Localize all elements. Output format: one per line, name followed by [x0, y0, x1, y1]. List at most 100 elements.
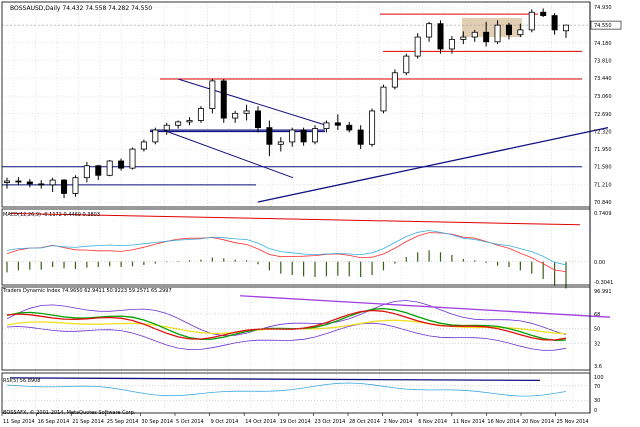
candle-body — [460, 36, 467, 40]
tdi-lower-band — [6, 322, 567, 351]
price-tick-label: 70.840 — [594, 200, 612, 206]
candle-body — [494, 24, 501, 43]
candle-body — [517, 29, 524, 36]
price-tick-label: 72.320 — [594, 129, 612, 135]
price-tick-label: 72.690 — [594, 112, 612, 118]
channel-box — [462, 17, 522, 38]
tdi-trend-line — [239, 295, 611, 318]
candle-body — [95, 165, 102, 176]
candle-body — [49, 179, 56, 186]
pane-frame — [1, 208, 591, 286]
candle-body — [483, 31, 490, 43]
price-tick-label: 74.930 — [594, 5, 612, 11]
candle-body — [528, 11, 535, 31]
candle-body — [118, 160, 125, 169]
candle-body — [369, 110, 376, 145]
candle-body — [277, 141, 284, 145]
macd-trend-line — [9, 212, 581, 226]
candle-body — [129, 148, 136, 169]
candle-body — [186, 120, 193, 123]
date-tick-label: 14 Oct 2014 — [245, 419, 276, 425]
date-tick-label: 28 Oct 2014 — [349, 419, 380, 425]
date-tick-label: 9 Oct 2014 — [211, 419, 239, 425]
candle-body — [380, 86, 387, 112]
candle-body — [551, 15, 558, 31]
candle-body — [312, 128, 319, 143]
candle-body — [26, 181, 33, 185]
date-tick-label: 20 Nov 2014 — [522, 419, 554, 425]
candle-body — [266, 127, 273, 145]
trend-channel-line — [177, 78, 327, 126]
copyright-label: BOSSAFX, © 2001-2014, MetaQuotes Softwar… — [3, 409, 136, 416]
candle-body — [346, 124, 353, 131]
price-tick-label: 73.060 — [594, 94, 612, 100]
price-tick-label: 73.810 — [594, 58, 612, 64]
rsi-label: RSI(5) 56.8908 — [3, 378, 40, 384]
candle-body — [563, 24, 570, 32]
candle-body — [403, 55, 410, 74]
date-tick-label: 16 Nov 2014 — [487, 419, 519, 425]
trend-channel-line — [162, 129, 294, 179]
rsi-tick-label: 100 — [594, 375, 604, 381]
price-tick-label: 71.580 — [594, 165, 612, 171]
candle-body — [334, 122, 341, 126]
candle-body — [391, 72, 398, 88]
candle-body — [357, 129, 364, 145]
price-tick-label: 71.210 — [594, 182, 612, 188]
symbol-label: BOSSAUSD,Daily 74.432 74.558 74.282 74.5… — [10, 5, 152, 12]
candle-body — [289, 129, 296, 143]
rsi-tick-label: 70 — [594, 384, 600, 390]
candle-body — [4, 180, 10, 183]
candle-body — [83, 165, 90, 179]
rsi-tick-label: 0 — [594, 408, 597, 414]
candle-body — [243, 110, 250, 114]
candle-body — [426, 23, 433, 38]
date-tick-label: 11 Nov 2014 — [453, 419, 485, 425]
date-tick-label: 19 Oct 2014 — [280, 419, 311, 425]
date-tick-label: 25 Sep 2014 — [107, 419, 139, 425]
date-tick-label: 6 Nov 2014 — [418, 419, 447, 425]
price-tick-label: 73.440 — [594, 76, 612, 82]
rsi-trend-line — [9, 377, 541, 382]
candle-body — [323, 122, 330, 129]
candle-body — [414, 36, 421, 57]
candle-body — [152, 129, 159, 143]
date-tick-label: 16 Sep 2014 — [38, 419, 70, 425]
candle-body — [437, 23, 444, 50]
macd-tick-label: 0.7409 — [594, 211, 612, 217]
candle-body — [38, 183, 45, 186]
macd-main-line — [6, 232, 567, 272]
tdi-tick-label: 68 — [594, 312, 600, 318]
candle-body — [61, 179, 68, 194]
tdi-label: Traders Dynamic Index 74.9650 62.9411 50… — [2, 288, 172, 294]
candle-body — [505, 24, 512, 36]
rsi-tick-label: 30 — [594, 398, 600, 404]
candle-body — [163, 124, 170, 131]
candle-body — [300, 129, 307, 143]
grid-lines — [2, 2, 590, 413]
candle-body — [197, 108, 204, 121]
macd-tick-label: 0.00 — [594, 260, 605, 266]
candle-body — [140, 141, 147, 150]
candle-body — [209, 80, 216, 109]
candle-body — [175, 121, 182, 126]
candle-body — [448, 39, 455, 50]
tdi-tick-label: 96.991 — [594, 289, 612, 295]
date-tick-label: 5 Oct 2014 — [176, 419, 204, 425]
current-price-label: 74.550 — [594, 23, 612, 29]
indicator-panes — [2, 212, 611, 401]
macd-label: MACD(12,26,9) -0.1172 0.4469 0.3803 — [3, 212, 100, 218]
trend-line — [257, 126, 609, 203]
date-tick-label: 2 Nov 2014 — [384, 419, 413, 425]
date-tick-label: 23 Oct 2014 — [314, 419, 345, 425]
candle-body — [471, 31, 478, 38]
date-tick-label: 11 Sep 2014 — [3, 419, 35, 425]
candle-body — [106, 160, 113, 176]
chart-labels: BOSSAUSD,Daily 74.432 74.558 74.282 74.5… — [1, 5, 622, 425]
tdi-signal-line — [6, 309, 567, 341]
date-tick-label: 21 Sep 2014 — [72, 419, 104, 425]
macd-tick-label: -0.3041 — [594, 280, 613, 286]
tdi-upper-band — [6, 300, 567, 337]
date-tick-label: 25 Nov 2014 — [557, 419, 589, 425]
